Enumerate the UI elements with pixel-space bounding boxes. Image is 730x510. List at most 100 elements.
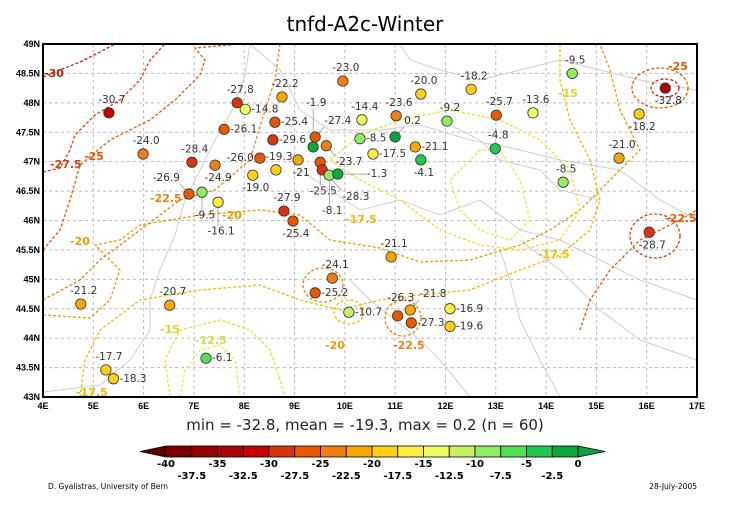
station-label: -26.3	[387, 292, 414, 304]
grid	[43, 44, 697, 397]
colorbar-label: -7.5	[490, 471, 512, 482]
contour-minus-15	[164, 319, 286, 398]
colorbar: -40 -35 -30 -25 -20 -15 -10 -5 0 -37.5 -32.5 -27.5 -…	[139, 445, 606, 482]
station-marker	[557, 176, 569, 188]
station-label: -14.4	[351, 101, 378, 113]
y-tick-label: 47N	[23, 157, 40, 167]
contour-minus-22-5	[42, 43, 281, 301]
colorbar-label: -37.5	[177, 471, 206, 482]
colorbar-swatch	[165, 445, 193, 458]
station-label: -27.9	[273, 192, 300, 204]
station-marker	[183, 188, 195, 200]
axis-ticks: 4E 5E 6E 7E 8E 9E 10E 11E 12E 13E 14E 15E 16E 17E 43N 4…	[16, 39, 705, 411]
station-label: -10.7	[355, 306, 382, 318]
station-marker	[137, 148, 149, 160]
station-marker	[405, 317, 417, 329]
colorbar-label: -5	[521, 459, 532, 470]
station-marker	[465, 83, 477, 95]
station-label: -8.5	[556, 163, 577, 175]
colorbar-swatch	[551, 445, 579, 458]
x-tick-label: 17E	[689, 401, 705, 411]
x-tick-label: 9E	[289, 401, 300, 411]
x-tick-label: 12E	[437, 401, 453, 411]
station-labels: -30.7 -24.0 -27.8 -14.8 -22.2 -23.0 -26.1 -25.4…	[70, 54, 682, 384]
station-label: -27.8	[227, 84, 254, 96]
station-marker	[196, 186, 208, 198]
station-marker	[103, 107, 115, 119]
contour-label: -15	[558, 87, 578, 100]
station-marker	[75, 298, 87, 310]
colorbar-swatch	[242, 445, 270, 458]
y-tick-label: 48.5N	[16, 68, 40, 78]
station-label: -24.0	[133, 135, 160, 147]
station-marker	[613, 152, 625, 164]
station-marker	[218, 123, 230, 135]
station-marker	[320, 140, 332, 152]
station-marker	[489, 143, 501, 155]
station-label: 0.2	[404, 115, 421, 127]
contour-label: -27.5	[50, 158, 82, 171]
station-label: -21.1	[421, 141, 448, 153]
station-marker	[392, 310, 404, 322]
colorbar-over-arrow	[577, 445, 606, 458]
station-marker	[659, 82, 671, 94]
station-marker	[267, 134, 279, 146]
contour-minus-17-5	[79, 44, 601, 398]
colorbar-label: -40	[157, 459, 175, 470]
station-marker	[404, 304, 416, 316]
contour-minus-30-east	[650, 78, 680, 98]
station-label: -28.4	[181, 143, 208, 155]
station-marker	[444, 303, 456, 315]
chart-title: tnfd-A2c-Winter	[287, 12, 445, 36]
station-marker	[441, 115, 453, 127]
station-label: -21.2	[70, 285, 97, 297]
station-marker	[278, 205, 290, 217]
stations: -30.7 -24.0 -27.8 -14.8 -22.2 -23.0 -26.1 -25.4…	[70, 54, 682, 384]
station-label: -25.4	[281, 116, 308, 128]
station-label: -30.7	[98, 94, 125, 106]
colorbar-swatch	[526, 445, 553, 458]
station-label: -8.1	[322, 205, 343, 217]
colorbar-label: -27.5	[280, 471, 309, 482]
station-marker	[385, 251, 397, 263]
contour-label: -17.5	[345, 213, 377, 226]
y-tick-label: 44N	[23, 333, 40, 343]
contour-labels: -30 -27.5 -25 -22.5 -20 -20 -17.5 -17.5 …	[44, 60, 697, 399]
x-tick-label: 7E	[188, 401, 199, 411]
station-label: -21.1	[381, 238, 408, 250]
station-label: -25.2	[321, 287, 348, 299]
station-marker	[276, 91, 288, 103]
colorbar-under-arrow	[139, 445, 167, 458]
station-label: -28.7	[639, 239, 666, 251]
y-tick-label: 47.5N	[16, 127, 40, 137]
colorbar-label: -35	[208, 459, 226, 470]
station-marker	[209, 159, 221, 171]
x-tick-label: 13E	[488, 401, 504, 411]
contour-label: -20	[325, 339, 345, 352]
station-label: -26.1	[230, 123, 257, 135]
colorbar-label: -15	[414, 459, 432, 470]
y-tick-label: 45.5N	[16, 245, 40, 255]
station-marker	[186, 156, 198, 168]
station-marker	[633, 108, 645, 120]
station-label: -29.6	[279, 134, 306, 146]
station-label: -18.3	[119, 373, 146, 385]
station-marker	[444, 320, 456, 332]
station-marker	[415, 154, 427, 166]
station-label: -26.9	[153, 172, 180, 184]
station-marker	[200, 352, 212, 364]
station-label: -9.5	[195, 209, 216, 221]
x-tick-label: 15E	[588, 401, 604, 411]
y-tick-label: 45N	[23, 274, 40, 284]
station-label: -21.0	[608, 139, 635, 151]
station-marker	[390, 110, 402, 122]
contour-label: -17.5	[538, 248, 570, 261]
station-marker	[326, 272, 338, 284]
contour-around-27-3	[384, 299, 422, 337]
station-label: -9.2	[440, 102, 461, 114]
station-marker	[254, 152, 266, 164]
station-label: -21.8	[419, 288, 446, 300]
station-marker	[270, 164, 282, 176]
y-tick-label: 43.5N	[16, 363, 40, 373]
x-tick-label: 10E	[337, 401, 353, 411]
